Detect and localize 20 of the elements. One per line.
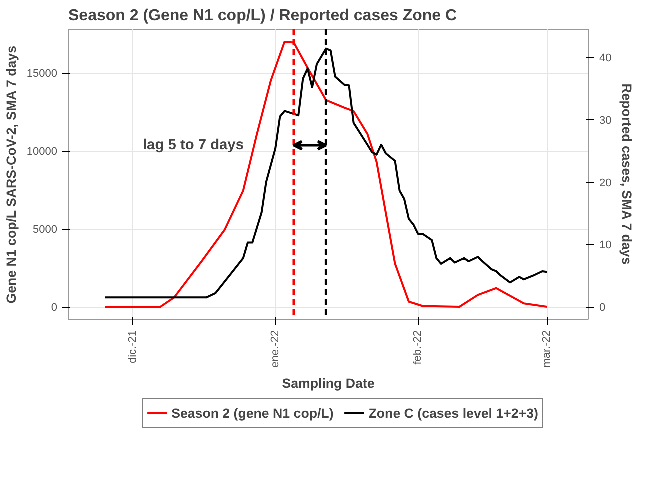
y2-tick-label: 20: [600, 177, 612, 190]
y-tick-label: 5000: [33, 224, 58, 236]
x-tick-label: feb.-22: [412, 330, 424, 365]
y-tick-label: 15000: [26, 68, 58, 80]
y2-tick-label: 40: [600, 52, 612, 65]
chart-title: Season 2 (Gene N1 cop/L) / Reported cases Zone C: [68, 8, 458, 24]
y-tick-label: 0: [51, 302, 58, 314]
legend-label: Zone C (cases level 1+2+3): [368, 406, 538, 420]
x-tick-label: dic.-21: [126, 330, 139, 364]
y2-axis-title: Reported cases, SMA 7 days: [620, 84, 635, 265]
annotation: lag 5 to 7 days: [142, 138, 244, 154]
y2-tick-label: 10: [600, 240, 612, 252]
y-axis-title: Gene N1 cop/L SARS-CoV-2, SMA 7 days: [4, 46, 19, 304]
y2-tick-label: 0: [600, 302, 606, 314]
y2-tick-label: 30: [600, 114, 612, 127]
x-tick-label: mar.-22: [541, 330, 554, 368]
x-tick-label: ene.-22: [270, 330, 282, 368]
y-tick-label: 10000: [26, 146, 58, 158]
x-axis-title: Sampling Date: [282, 376, 375, 391]
legend-label: Season 2 (gene N1 cop/L): [172, 406, 334, 420]
